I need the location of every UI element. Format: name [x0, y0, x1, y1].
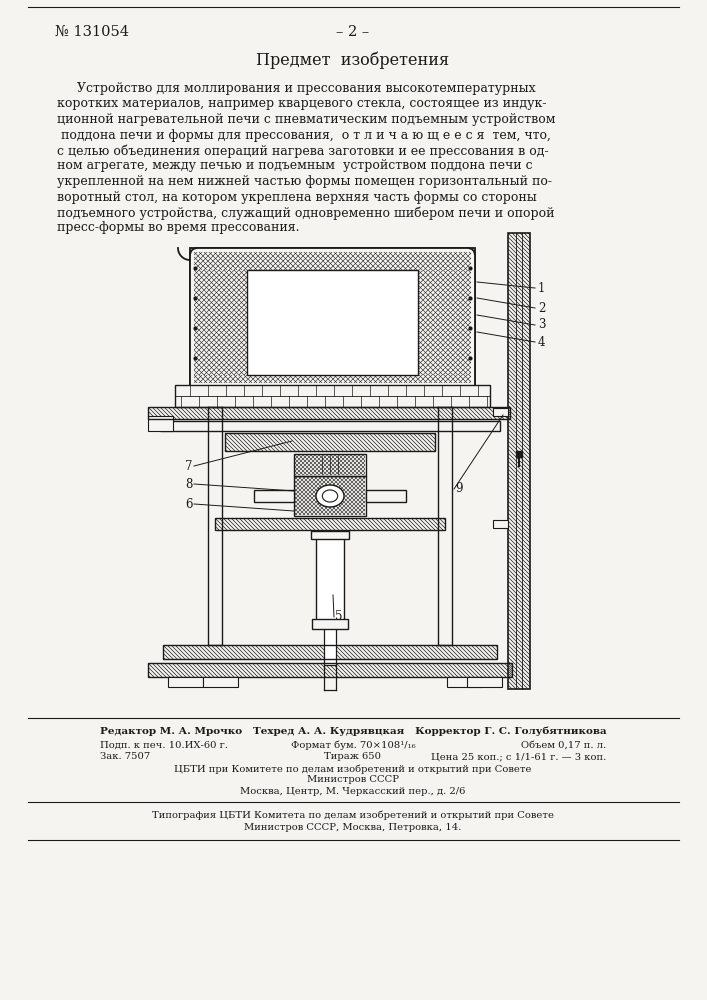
Text: Министров СССР: Министров СССР	[307, 776, 399, 784]
Text: 9: 9	[455, 483, 462, 495]
Bar	[194, 375, 471, 383]
Text: 2: 2	[538, 302, 545, 314]
Text: № 131054: № 131054	[55, 25, 129, 39]
Text: Подп. к печ. 10.ИХ-60 г.: Подп. к печ. 10.ИХ-60 г.	[100, 741, 228, 750]
Text: 4: 4	[538, 336, 546, 349]
Text: 7: 7	[185, 460, 193, 473]
Text: ционной нагревательной печи с пневматическим подъемным устройством: ционной нагревательной печи с пневматиче…	[57, 113, 556, 126]
Bar	[247, 270, 418, 375]
Bar	[163, 645, 497, 659]
Bar	[493, 408, 508, 416]
Bar	[194, 270, 247, 375]
Text: Министров СССР, Москва, Петровка, 14.: Министров СССР, Москва, Петровка, 14.	[245, 823, 462, 832]
Text: поддона печи и формы для прессования,  о т л и ч а ю щ е е с я  тем, что,: поддона печи и формы для прессования, о …	[57, 128, 551, 141]
Bar	[295, 455, 365, 475]
Text: 3: 3	[538, 318, 546, 332]
Bar	[190, 248, 475, 385]
Text: 5: 5	[335, 610, 342, 624]
Text: 6: 6	[185, 497, 193, 510]
Bar	[148, 407, 510, 419]
Bar	[294, 476, 366, 516]
Bar	[160, 421, 500, 431]
Bar	[366, 490, 406, 502]
Text: – 2 –: – 2 –	[337, 25, 370, 39]
Bar	[215, 518, 445, 530]
Bar	[148, 407, 510, 419]
Text: Объем 0,17 п. л.: Объем 0,17 п. л.	[521, 741, 606, 750]
Bar	[215, 518, 445, 530]
Text: Типография ЦБТИ Комитета по делам изобретений и открытий при Совете: Типография ЦБТИ Комитета по делам изобре…	[152, 810, 554, 820]
Text: ЦБТИ при Комитете по делам изобретений и открытий при Совете: ЦБТИ при Комитете по делам изобретений и…	[174, 764, 532, 774]
Bar	[225, 433, 435, 451]
Bar	[508, 233, 530, 689]
Bar	[148, 663, 512, 677]
Text: 8: 8	[186, 478, 193, 490]
Text: с целью объединения операций нагрева заготовки и ее прессования в од-: с целью объединения операций нагрева заг…	[57, 144, 549, 157]
Text: Тираж 650: Тираж 650	[325, 752, 382, 761]
Bar	[295, 477, 365, 515]
Bar	[312, 619, 348, 629]
Bar	[418, 270, 471, 375]
Text: пресс-формы во время прессования.: пресс-формы во время прессования.	[57, 222, 300, 234]
Bar	[148, 663, 512, 677]
Bar	[194, 270, 247, 375]
FancyBboxPatch shape	[190, 248, 475, 393]
Text: Москва, Центр, М. Черкасский пер., д. 2/6: Москва, Центр, М. Черкасский пер., д. 2/…	[240, 787, 466, 796]
Text: коротких материалов, например кварцевого стекла, состоящее из индук-: коротких материалов, например кварцевого…	[57, 98, 547, 110]
Text: Редактор М. А. Мрочко   Техред А. А. Кудрявцкая   Корректор Г. С. Голубятникова: Редактор М. А. Мрочко Техред А. А. Кудря…	[100, 727, 607, 736]
Text: Зак. 7507: Зак. 7507	[100, 752, 151, 761]
Text: Устройство для моллирования и прессования высокотемпературных: Устройство для моллирования и прессовани…	[57, 82, 536, 95]
Text: воротный стол, на котором укреплена верхняя часть формы со стороны: воротный стол, на котором укреплена верх…	[57, 190, 537, 204]
Bar	[175, 385, 490, 407]
Text: Цена 25 коп.; с 1/1-61 г. — 3 коп.: Цена 25 коп.; с 1/1-61 г. — 3 коп.	[431, 752, 606, 761]
Text: подъемного устройства, служащий одновременно шибером печи и опорой: подъемного устройства, служащий одноврем…	[57, 206, 554, 220]
Bar	[163, 645, 497, 659]
Bar	[194, 252, 471, 270]
Bar	[203, 677, 238, 687]
Text: Предмет  изобретения: Предмет изобретения	[257, 51, 450, 69]
Ellipse shape	[316, 485, 344, 507]
Text: ном агрегате, между печью и подъемным  устройством поддона печи с: ном агрегате, между печью и подъемным ус…	[57, 159, 532, 172]
Bar	[508, 233, 530, 689]
Bar	[148, 416, 173, 431]
Bar	[194, 252, 471, 270]
Text: 1: 1	[538, 282, 545, 294]
Bar	[493, 520, 508, 528]
Bar	[311, 531, 349, 539]
Bar	[194, 375, 471, 383]
Text: Формат бум. 70×108¹/₁₆: Формат бум. 70×108¹/₁₆	[291, 741, 415, 750]
Bar	[225, 433, 435, 451]
Bar	[294, 454, 366, 476]
Ellipse shape	[322, 490, 338, 502]
Text: укрепленной на нем нижней частью формы помещен горизонтальный по-: укрепленной на нем нижней частью формы п…	[57, 175, 552, 188]
Bar	[467, 677, 502, 687]
Bar	[295, 455, 365, 475]
Bar	[316, 535, 344, 625]
Bar	[168, 677, 203, 687]
Bar	[324, 625, 336, 665]
Bar	[418, 270, 471, 375]
Bar	[295, 477, 365, 515]
Bar	[254, 490, 294, 502]
Bar	[447, 677, 482, 687]
